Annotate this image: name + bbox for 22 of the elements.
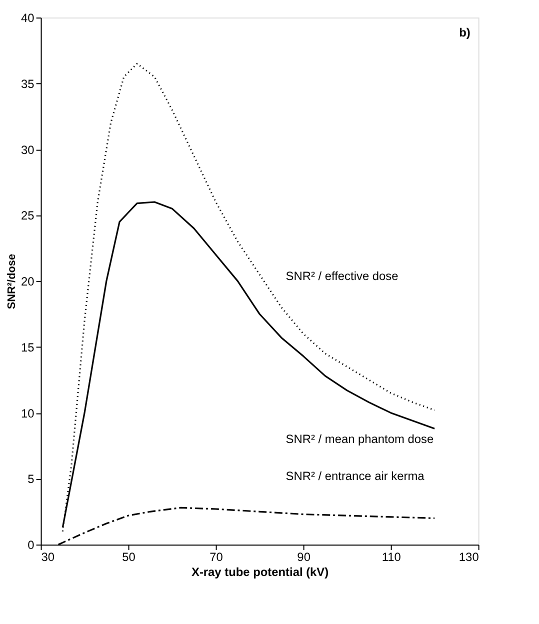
y-tick-label: 30 <box>21 142 35 157</box>
x-tick-label: 90 <box>297 550 311 564</box>
series-label: SNR² / mean phantom dose <box>286 432 434 446</box>
series-label: SNR² / effective dose <box>286 268 399 283</box>
y-tick-label: 15 <box>21 340 35 354</box>
y-tick-label: 0 <box>28 538 35 552</box>
y-tick-label: 10 <box>21 406 35 420</box>
y-tick-label: 25 <box>21 208 35 223</box>
x-tick-label: 30 <box>41 550 55 564</box>
y-tick-label: 35 <box>21 76 35 91</box>
x-axis-title: X-ray tube potential (kV) <box>191 564 329 579</box>
x-tick-label: 70 <box>210 550 224 564</box>
x-tick-label: 50 <box>122 550 136 564</box>
y-tick-label: 40 <box>21 11 35 26</box>
line-series <box>62 62 436 532</box>
y-axis-title: SNR²/dose <box>6 254 18 310</box>
annotation: b) <box>459 25 470 40</box>
x-tick-label: 130 <box>458 550 480 564</box>
y-tick-label: 5 <box>28 472 35 486</box>
text: SNR² / entrance air kerma <box>286 469 425 484</box>
x-tick-label: 110 <box>382 550 402 564</box>
y-tick-label: 20 <box>21 274 35 289</box>
